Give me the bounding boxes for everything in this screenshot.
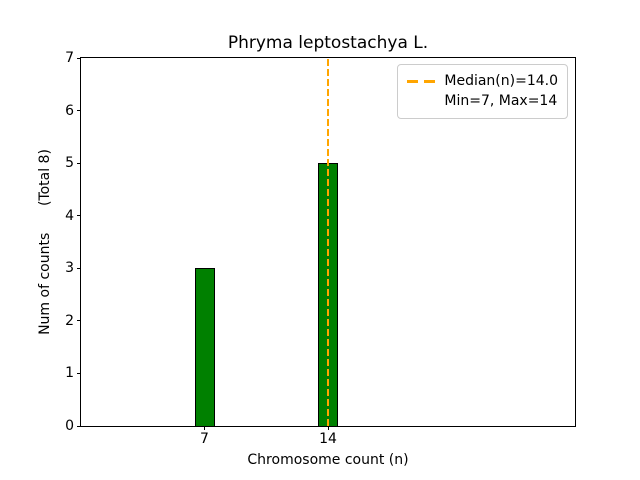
legend-label-median: Median(n)=14.0 [444,73,558,89]
y-tick-mark-2 [77,320,81,322]
y-tick-label-7: 7 [65,50,74,66]
y-tick-mark-6 [77,110,81,112]
y-tick-label-0: 0 [65,418,74,434]
median-line [327,58,329,426]
x-tick-mark-14 [327,426,329,430]
legend-row-minmax: Min=7, Max=14 [407,91,558,111]
y-tick-mark-4 [77,215,81,217]
y-tick-label-6: 6 [65,102,74,119]
y-tick-mark-0 [77,425,81,427]
y-tick-label-4: 4 [65,207,74,224]
y-tick-label-1: 1 [65,365,74,382]
y-tick-label-2: 2 [65,312,74,329]
median-dashed-line-sample [407,79,436,83]
y-tick-mark-3 [77,267,81,269]
y-tick-mark-7 [77,57,81,59]
bar-7 [194,268,215,426]
legend-row-median: Median(n)=14.0 [407,71,558,91]
x-tick-label-14: 14 [319,431,337,447]
x-axis-label: Chromosome count (n) [247,452,409,468]
plot-area: Median(n)=14.0 Min=7, Max=14 0 1 2 3 4 5 6 7 7 14 [65,51,576,446]
legend-sample-spacer [407,100,435,103]
x-tick-mark-7 [204,426,205,430]
legend: Median(n)=14.0 Min=7, Max=14 [397,64,568,119]
x-tick-label-7: 7 [200,431,209,447]
legend-label-minmax: Min=7, Max=14 [444,93,558,109]
y-tick-label-5: 5 [65,155,74,172]
y-tick-mark-1 [77,372,81,374]
y-axis-label: Num of counts (Total 8) [37,149,53,335]
y-tick-mark-5 [77,162,81,164]
chart-title: Phryma leptostachya L. [227,33,429,53]
y-tick-label-3: 3 [65,260,74,277]
